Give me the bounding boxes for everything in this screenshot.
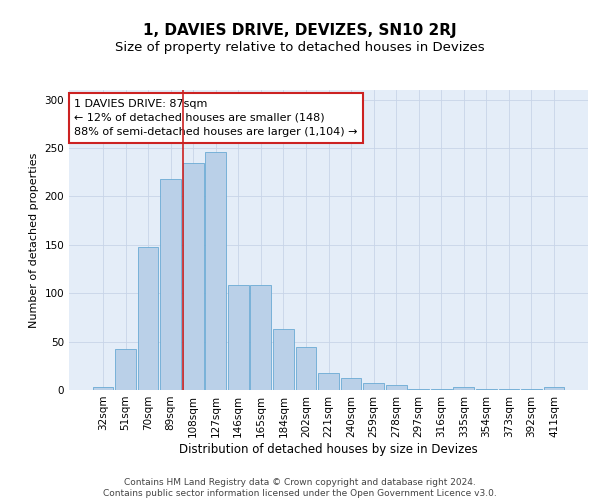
Bar [386, 385, 407, 390]
Y-axis label: Number of detached properties: Number of detached properties [29, 152, 39, 328]
Bar [431, 389, 452, 390]
Bar [115, 350, 136, 390]
Bar [183, 162, 203, 390]
Bar [499, 389, 520, 390]
X-axis label: Distribution of detached houses by size in Devizes: Distribution of detached houses by size … [179, 442, 478, 456]
Bar [228, 286, 248, 390]
Bar [273, 329, 294, 390]
Bar [409, 389, 429, 390]
Bar [454, 387, 474, 390]
Bar [521, 389, 542, 390]
Bar [296, 348, 316, 390]
Bar [160, 179, 181, 390]
Text: Size of property relative to detached houses in Devizes: Size of property relative to detached ho… [115, 41, 485, 54]
Text: 1 DAVIES DRIVE: 87sqm
← 12% of detached houses are smaller (148)
88% of semi-det: 1 DAVIES DRIVE: 87sqm ← 12% of detached … [74, 99, 358, 137]
Bar [205, 152, 226, 390]
Bar [318, 372, 339, 390]
Bar [544, 387, 565, 390]
Text: 1, DAVIES DRIVE, DEVIZES, SN10 2RJ: 1, DAVIES DRIVE, DEVIZES, SN10 2RJ [143, 22, 457, 38]
Bar [341, 378, 361, 390]
Text: Contains HM Land Registry data © Crown copyright and database right 2024.
Contai: Contains HM Land Registry data © Crown c… [103, 478, 497, 498]
Bar [363, 383, 384, 390]
Bar [92, 387, 113, 390]
Bar [250, 286, 271, 390]
Bar [137, 247, 158, 390]
Bar [476, 389, 497, 390]
